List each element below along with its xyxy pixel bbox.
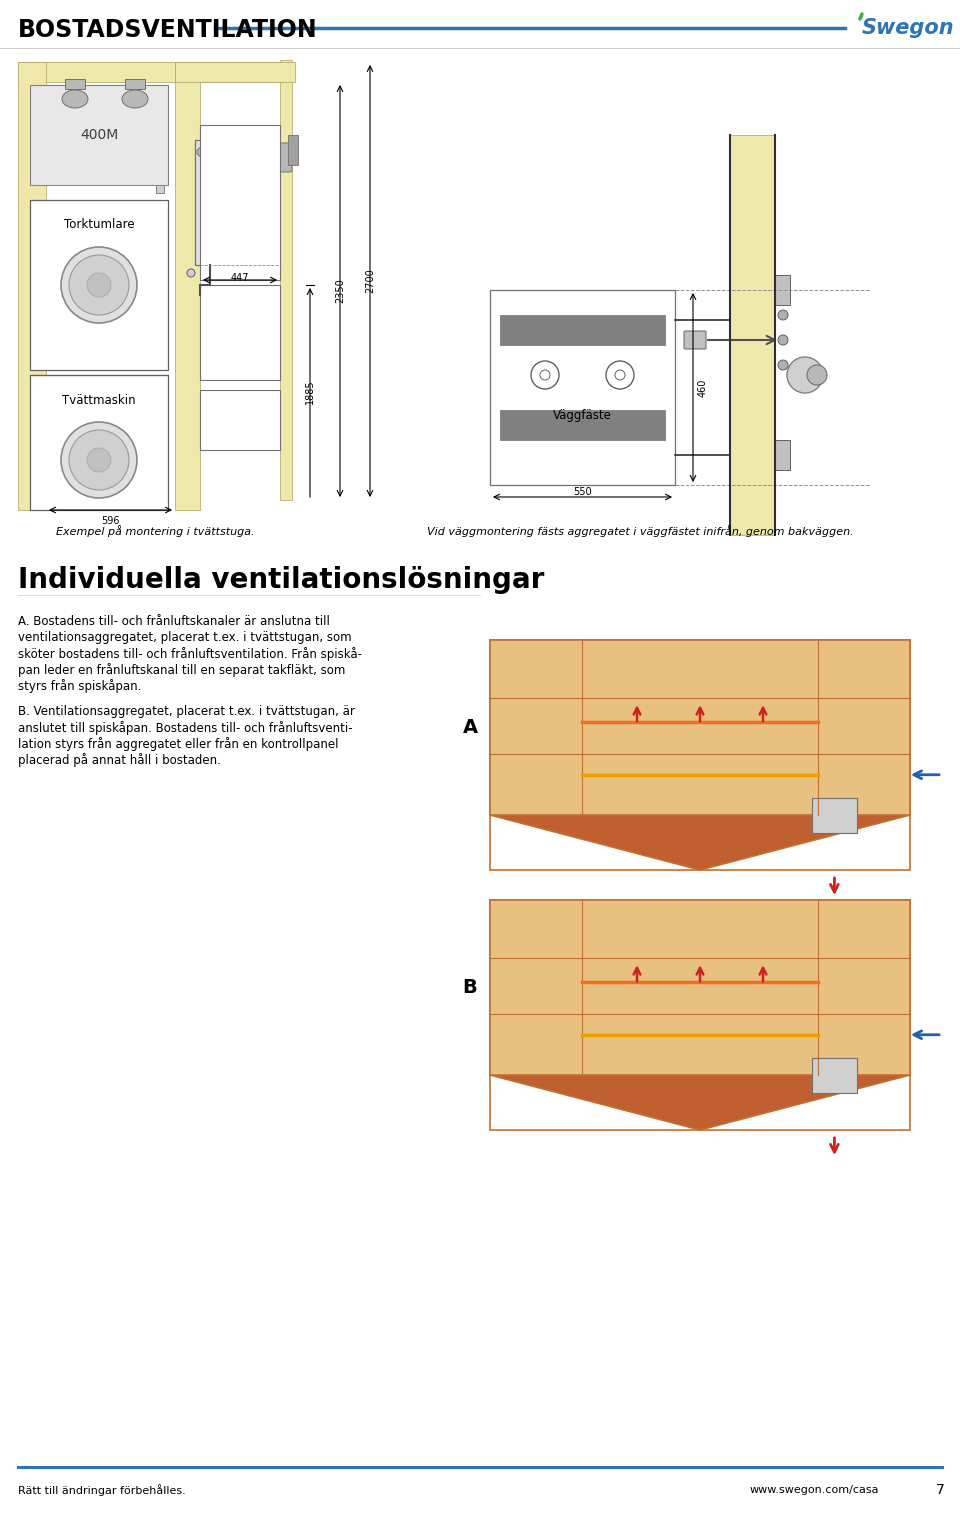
Bar (30, 200, 168, 371)
Text: 400M: 400M (80, 129, 118, 142)
Text: 1885: 1885 (305, 380, 315, 404)
Text: lation styrs från aggregatet eller från en kontrollpanel: lation styrs från aggregatet eller från … (18, 737, 339, 750)
Text: Rätt till ändringar förbehålles.: Rätt till ändringar förbehålles. (18, 1484, 185, 1496)
Bar (500, 315, 665, 345)
FancyArrowPatch shape (708, 336, 775, 343)
Bar (775, 440, 790, 471)
Text: 596: 596 (101, 516, 120, 527)
Text: placerad på annat håll i bostaden.: placerad på annat håll i bostaden. (18, 753, 221, 767)
Bar (280, 61, 292, 499)
Ellipse shape (197, 145, 225, 159)
Text: www.swegon.com/casa: www.swegon.com/casa (750, 1484, 879, 1495)
Text: 447: 447 (230, 272, 250, 283)
Text: Individuella ventilationslösningar: Individuella ventilationslösningar (18, 566, 544, 595)
Bar (200, 135, 222, 144)
Bar (175, 62, 295, 82)
Text: Swegon: Swegon (862, 18, 954, 38)
Circle shape (778, 360, 788, 371)
Text: 2700: 2700 (365, 269, 375, 294)
Text: Väggfäste: Väggfäste (553, 409, 612, 422)
Circle shape (778, 310, 788, 321)
Text: styrs från spiskåpan.: styrs från spiskåpan. (18, 679, 141, 693)
Circle shape (61, 247, 137, 322)
Bar (125, 79, 145, 89)
Circle shape (69, 256, 129, 315)
Text: sköter bostadens till- och frånluftsventilation. Från spiskå-: sköter bostadens till- och frånluftsvent… (18, 648, 362, 661)
Ellipse shape (122, 89, 148, 107)
Bar (65, 79, 85, 89)
Bar (200, 390, 280, 449)
Bar (195, 141, 270, 265)
Polygon shape (490, 1076, 910, 1130)
Text: 460: 460 (698, 378, 708, 396)
FancyBboxPatch shape (684, 331, 706, 350)
Bar (730, 135, 775, 536)
Bar (490, 640, 910, 870)
Bar (18, 62, 46, 510)
Bar (18, 62, 288, 82)
Bar (490, 640, 910, 816)
Circle shape (807, 365, 827, 384)
Circle shape (69, 430, 129, 490)
FancyBboxPatch shape (228, 144, 292, 172)
Text: ventilationsaggregatet, placerat t.ex. i tvättstugan, som: ventilationsaggregatet, placerat t.ex. i… (18, 631, 351, 645)
Text: B. Ventilationsaggregatet, placerat t.ex. i tvättstugan, är: B. Ventilationsaggregatet, placerat t.ex… (18, 705, 355, 719)
Bar (288, 135, 298, 165)
Text: Vid väggmontering fästs aggregatet i väggfästet inifrån, genom bakväggen.: Vid väggmontering fästs aggregatet i väg… (426, 525, 853, 537)
Bar (156, 185, 164, 194)
Bar (490, 900, 910, 1130)
Bar (500, 410, 665, 440)
Text: BOSTADSVENTILATION: BOSTADSVENTILATION (18, 18, 318, 42)
Text: B: B (463, 977, 477, 997)
Circle shape (87, 448, 111, 472)
Polygon shape (490, 816, 910, 870)
Bar (490, 290, 675, 486)
Text: Tvättmaskin: Tvättmaskin (62, 393, 135, 407)
Text: 7: 7 (936, 1483, 945, 1496)
Ellipse shape (62, 89, 88, 107)
Text: anslutet till spiskåpan. Bostadens till- och frånluftsventi-: anslutet till spiskåpan. Bostadens till-… (18, 722, 352, 735)
Text: Exempel på montering i tvättstuga.: Exempel på montering i tvättstuga. (56, 525, 254, 537)
Bar (30, 375, 168, 510)
Circle shape (87, 272, 111, 297)
Text: 550: 550 (573, 487, 591, 496)
Bar (200, 126, 280, 280)
Text: Torktumlare: Torktumlare (63, 218, 134, 231)
Circle shape (787, 357, 823, 393)
Bar (200, 284, 280, 380)
Bar (30, 85, 168, 185)
Bar (812, 1058, 857, 1092)
Circle shape (778, 334, 788, 345)
Circle shape (187, 269, 195, 277)
Circle shape (61, 422, 137, 498)
Bar (175, 62, 200, 510)
Text: A. Bostadens till- och frånluftskanaler är anslutna till: A. Bostadens till- och frånluftskanaler … (18, 614, 330, 628)
Bar (490, 900, 910, 1076)
Text: A: A (463, 719, 477, 737)
Text: pan leder en frånluftskanal till en separat takfläkt, som: pan leder en frånluftskanal till en sepa… (18, 663, 346, 676)
Bar (775, 275, 790, 306)
Bar (812, 797, 857, 832)
Text: 2350: 2350 (335, 278, 345, 304)
